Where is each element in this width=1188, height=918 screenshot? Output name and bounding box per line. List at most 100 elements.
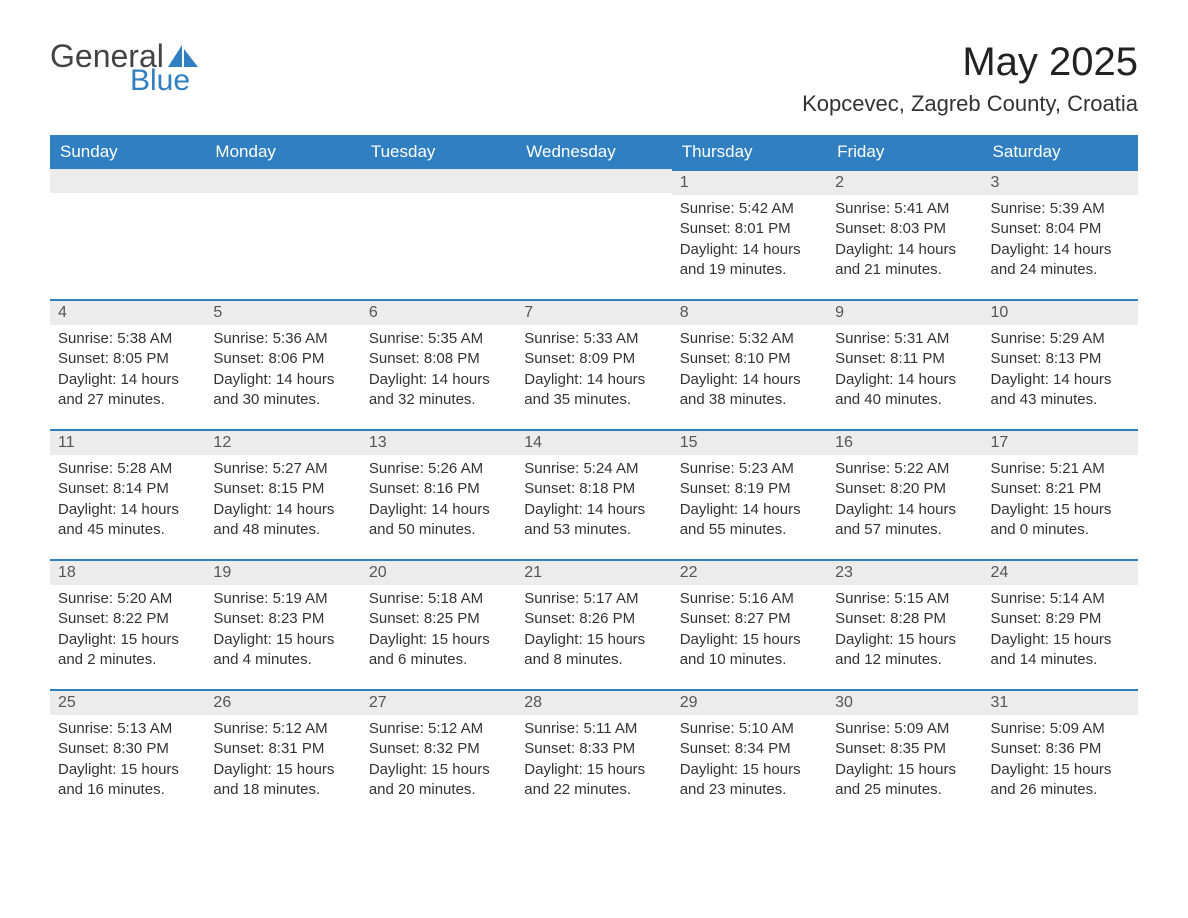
sunset-line: Sunset: 8:19 PM	[680, 479, 819, 499]
day-content: Sunrise: 5:20 AMSunset: 8:22 PMDaylight:…	[50, 585, 205, 680]
day-content: Sunrise: 5:15 AMSunset: 8:28 PMDaylight:…	[827, 585, 982, 680]
empty-day-bar	[516, 169, 671, 193]
day-cell: 29Sunrise: 5:10 AMSunset: 8:34 PMDayligh…	[672, 689, 827, 819]
day-cell	[516, 169, 671, 299]
day-number: 24	[983, 559, 1138, 585]
day-number: 12	[205, 429, 360, 455]
day-number: 13	[361, 429, 516, 455]
day-content: Sunrise: 5:12 AMSunset: 8:31 PMDaylight:…	[205, 715, 360, 810]
day-content: Sunrise: 5:38 AMSunset: 8:05 PMDaylight:…	[50, 325, 205, 420]
day-cell: 14Sunrise: 5:24 AMSunset: 8:18 PMDayligh…	[516, 429, 671, 559]
day-content: Sunrise: 5:09 AMSunset: 8:35 PMDaylight:…	[827, 715, 982, 810]
day-header-cell: Wednesday	[516, 135, 671, 169]
sunrise-line: Sunrise: 5:33 AM	[524, 329, 663, 349]
day-cell: 5Sunrise: 5:36 AMSunset: 8:06 PMDaylight…	[205, 299, 360, 429]
day-header-cell: Tuesday	[361, 135, 516, 169]
sunrise-line: Sunrise: 5:09 AM	[991, 719, 1130, 739]
day-number: 2	[827, 169, 982, 195]
day-number: 15	[672, 429, 827, 455]
day-cell: 9Sunrise: 5:31 AMSunset: 8:11 PMDaylight…	[827, 299, 982, 429]
day-number: 11	[50, 429, 205, 455]
sunset-line: Sunset: 8:23 PM	[213, 609, 352, 629]
day-cell: 8Sunrise: 5:32 AMSunset: 8:10 PMDaylight…	[672, 299, 827, 429]
sunset-line: Sunset: 8:27 PM	[680, 609, 819, 629]
sunrise-line: Sunrise: 5:35 AM	[369, 329, 508, 349]
sunrise-line: Sunrise: 5:18 AM	[369, 589, 508, 609]
logo: General Blue	[50, 40, 198, 96]
daylight-line: Daylight: 15 hours and 23 minutes.	[680, 760, 819, 801]
sunset-line: Sunset: 8:21 PM	[991, 479, 1130, 499]
day-content: Sunrise: 5:10 AMSunset: 8:34 PMDaylight:…	[672, 715, 827, 810]
sunrise-line: Sunrise: 5:12 AM	[369, 719, 508, 739]
day-number: 9	[827, 299, 982, 325]
day-number: 17	[983, 429, 1138, 455]
sunset-line: Sunset: 8:04 PM	[991, 219, 1130, 239]
sunrise-line: Sunrise: 5:39 AM	[991, 199, 1130, 219]
day-header-cell: Sunday	[50, 135, 205, 169]
sunrise-line: Sunrise: 5:20 AM	[58, 589, 197, 609]
sunset-line: Sunset: 8:35 PM	[835, 739, 974, 759]
day-cell: 7Sunrise: 5:33 AMSunset: 8:09 PMDaylight…	[516, 299, 671, 429]
day-content: Sunrise: 5:42 AMSunset: 8:01 PMDaylight:…	[672, 195, 827, 290]
day-number: 10	[983, 299, 1138, 325]
day-content: Sunrise: 5:24 AMSunset: 8:18 PMDaylight:…	[516, 455, 671, 550]
daylight-line: Daylight: 15 hours and 8 minutes.	[524, 630, 663, 671]
day-header-cell: Saturday	[983, 135, 1138, 169]
sunrise-line: Sunrise: 5:31 AM	[835, 329, 974, 349]
sunrise-line: Sunrise: 5:16 AM	[680, 589, 819, 609]
daylight-line: Daylight: 15 hours and 18 minutes.	[213, 760, 352, 801]
day-number: 8	[672, 299, 827, 325]
day-cell: 24Sunrise: 5:14 AMSunset: 8:29 PMDayligh…	[983, 559, 1138, 689]
day-content: Sunrise: 5:21 AMSunset: 8:21 PMDaylight:…	[983, 455, 1138, 550]
daylight-line: Daylight: 14 hours and 50 minutes.	[369, 500, 508, 541]
sunrise-line: Sunrise: 5:26 AM	[369, 459, 508, 479]
daylight-line: Daylight: 14 hours and 21 minutes.	[835, 240, 974, 281]
day-content: Sunrise: 5:39 AMSunset: 8:04 PMDaylight:…	[983, 195, 1138, 290]
day-cell: 20Sunrise: 5:18 AMSunset: 8:25 PMDayligh…	[361, 559, 516, 689]
sunset-line: Sunset: 8:26 PM	[524, 609, 663, 629]
day-cell: 22Sunrise: 5:16 AMSunset: 8:27 PMDayligh…	[672, 559, 827, 689]
day-number: 19	[205, 559, 360, 585]
daylight-line: Daylight: 14 hours and 45 minutes.	[58, 500, 197, 541]
day-number: 3	[983, 169, 1138, 195]
day-content: Sunrise: 5:27 AMSunset: 8:15 PMDaylight:…	[205, 455, 360, 550]
day-content: Sunrise: 5:26 AMSunset: 8:16 PMDaylight:…	[361, 455, 516, 550]
day-number: 1	[672, 169, 827, 195]
month-title: May 2025	[802, 40, 1138, 85]
sunset-line: Sunset: 8:20 PM	[835, 479, 974, 499]
day-content: Sunrise: 5:33 AMSunset: 8:09 PMDaylight:…	[516, 325, 671, 420]
daylight-line: Daylight: 15 hours and 2 minutes.	[58, 630, 197, 671]
day-number: 6	[361, 299, 516, 325]
sunset-line: Sunset: 8:18 PM	[524, 479, 663, 499]
sunset-line: Sunset: 8:36 PM	[991, 739, 1130, 759]
daylight-line: Daylight: 15 hours and 16 minutes.	[58, 760, 197, 801]
sunrise-line: Sunrise: 5:42 AM	[680, 199, 819, 219]
sunrise-line: Sunrise: 5:24 AM	[524, 459, 663, 479]
day-cell: 21Sunrise: 5:17 AMSunset: 8:26 PMDayligh…	[516, 559, 671, 689]
week-row: 11Sunrise: 5:28 AMSunset: 8:14 PMDayligh…	[50, 429, 1138, 559]
sunrise-line: Sunrise: 5:32 AM	[680, 329, 819, 349]
day-cell: 30Sunrise: 5:09 AMSunset: 8:35 PMDayligh…	[827, 689, 982, 819]
day-content: Sunrise: 5:22 AMSunset: 8:20 PMDaylight:…	[827, 455, 982, 550]
day-number: 27	[361, 689, 516, 715]
day-cell: 2Sunrise: 5:41 AMSunset: 8:03 PMDaylight…	[827, 169, 982, 299]
day-number: 22	[672, 559, 827, 585]
day-number: 18	[50, 559, 205, 585]
week-row: 25Sunrise: 5:13 AMSunset: 8:30 PMDayligh…	[50, 689, 1138, 819]
sunrise-line: Sunrise: 5:10 AM	[680, 719, 819, 739]
daylight-line: Daylight: 14 hours and 55 minutes.	[680, 500, 819, 541]
sunset-line: Sunset: 8:32 PM	[369, 739, 508, 759]
day-content: Sunrise: 5:35 AMSunset: 8:08 PMDaylight:…	[361, 325, 516, 420]
sunset-line: Sunset: 8:09 PM	[524, 349, 663, 369]
sunset-line: Sunset: 8:01 PM	[680, 219, 819, 239]
sunset-line: Sunset: 8:31 PM	[213, 739, 352, 759]
daylight-line: Daylight: 15 hours and 22 minutes.	[524, 760, 663, 801]
sunset-line: Sunset: 8:29 PM	[991, 609, 1130, 629]
daylight-line: Daylight: 14 hours and 19 minutes.	[680, 240, 819, 281]
day-content: Sunrise: 5:09 AMSunset: 8:36 PMDaylight:…	[983, 715, 1138, 810]
day-header-row: SundayMondayTuesdayWednesdayThursdayFrid…	[50, 135, 1138, 169]
sunset-line: Sunset: 8:22 PM	[58, 609, 197, 629]
sunset-line: Sunset: 8:30 PM	[58, 739, 197, 759]
sunrise-line: Sunrise: 5:09 AM	[835, 719, 974, 739]
day-cell: 25Sunrise: 5:13 AMSunset: 8:30 PMDayligh…	[50, 689, 205, 819]
